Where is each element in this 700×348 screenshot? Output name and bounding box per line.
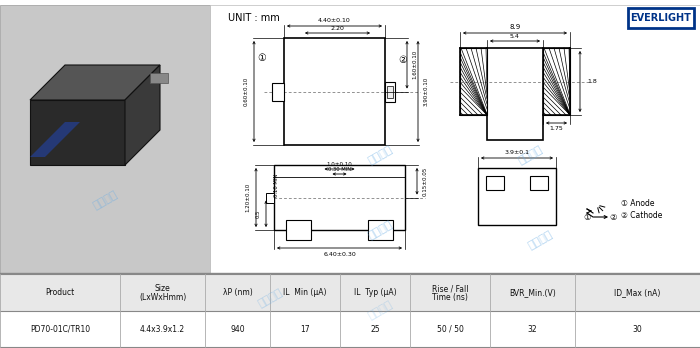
Bar xyxy=(210,5,700,273)
Bar xyxy=(150,73,168,83)
Text: BVR_Min.(V): BVR_Min.(V) xyxy=(509,288,556,297)
Text: 2.20: 2.20 xyxy=(330,26,344,31)
Text: 8.9: 8.9 xyxy=(510,24,521,30)
Text: Product: Product xyxy=(46,288,75,297)
Bar xyxy=(0,5,210,273)
Text: UNIT : mm: UNIT : mm xyxy=(228,13,280,23)
Text: ①: ① xyxy=(583,213,591,221)
Text: 0.10 MIN: 0.10 MIN xyxy=(274,173,279,197)
Bar xyxy=(0,311,700,347)
Bar xyxy=(368,220,393,240)
Text: 超毅电子: 超毅电子 xyxy=(366,144,394,166)
Text: 940: 940 xyxy=(230,324,245,333)
Text: 6.40±0.30: 6.40±0.30 xyxy=(323,252,356,257)
Text: Size: Size xyxy=(155,284,170,293)
Text: ① Anode: ① Anode xyxy=(621,198,654,207)
Text: 3.90±0.10: 3.90±0.10 xyxy=(424,77,428,106)
Text: IL  Typ (μA): IL Typ (μA) xyxy=(354,288,396,297)
Text: 1.20±0.10: 1.20±0.10 xyxy=(246,183,251,212)
Bar xyxy=(0,274,700,311)
Text: 1.0±0.10: 1.0±0.10 xyxy=(327,162,352,167)
Text: 50 / 50: 50 / 50 xyxy=(437,324,463,333)
Text: 超毅电子: 超毅电子 xyxy=(366,299,394,321)
Text: ②: ② xyxy=(398,55,407,65)
Text: 25: 25 xyxy=(370,324,380,333)
Bar xyxy=(478,168,556,225)
Text: 3.9±0.1: 3.9±0.1 xyxy=(505,150,529,155)
Text: 1.75: 1.75 xyxy=(550,126,564,131)
Text: 0.15±0.05: 0.15±0.05 xyxy=(423,167,428,196)
Bar xyxy=(543,48,570,115)
Bar xyxy=(385,81,395,102)
Bar xyxy=(272,82,284,101)
Text: 超毅电子: 超毅电子 xyxy=(516,144,544,166)
Text: EVERLIGHT: EVERLIGHT xyxy=(631,13,692,23)
Bar xyxy=(286,220,311,240)
Text: 17: 17 xyxy=(300,324,310,333)
Bar xyxy=(0,273,700,348)
Text: ② Cathode: ② Cathode xyxy=(621,211,662,220)
Text: 0.30 MIN: 0.30 MIN xyxy=(328,167,351,172)
Text: 超毅电子: 超毅电子 xyxy=(366,219,394,241)
Text: 超毅电子: 超毅电子 xyxy=(526,229,554,251)
Text: 0.60±0.10: 0.60±0.10 xyxy=(244,77,248,106)
Bar xyxy=(266,192,274,203)
Bar xyxy=(486,176,504,190)
Text: ②: ② xyxy=(609,213,617,221)
Text: (LxWxHmm): (LxWxHmm) xyxy=(139,293,186,302)
Text: 超毅电子: 超毅电子 xyxy=(91,189,119,211)
Polygon shape xyxy=(30,65,160,100)
Bar xyxy=(460,48,487,115)
Polygon shape xyxy=(30,100,125,165)
Text: 超毅电子: 超毅电子 xyxy=(256,287,284,309)
Text: 1.60±0.10: 1.60±0.10 xyxy=(412,50,417,79)
Text: IL  Min (μA): IL Min (μA) xyxy=(284,288,327,297)
Text: 0.5: 0.5 xyxy=(256,209,260,218)
Text: 5.4: 5.4 xyxy=(510,34,520,39)
Bar xyxy=(387,86,393,97)
Bar xyxy=(530,176,548,190)
Text: 4.4x3.9x1.2: 4.4x3.9x1.2 xyxy=(140,324,185,333)
Polygon shape xyxy=(125,65,160,165)
Text: 1.8: 1.8 xyxy=(587,79,596,84)
Text: ①: ① xyxy=(258,53,267,63)
Text: Time (ns): Time (ns) xyxy=(432,293,468,302)
Polygon shape xyxy=(30,122,80,157)
Text: Rise / Fall: Rise / Fall xyxy=(432,284,468,293)
Text: λP (nm): λP (nm) xyxy=(223,288,253,297)
Text: 4.40±0.10: 4.40±0.10 xyxy=(318,18,351,23)
Text: ID_Max (nA): ID_Max (nA) xyxy=(615,288,661,297)
FancyBboxPatch shape xyxy=(628,8,694,28)
Bar xyxy=(487,48,543,140)
Bar xyxy=(284,38,385,145)
Text: 30: 30 xyxy=(633,324,643,333)
Text: PD70-01C/TR10: PD70-01C/TR10 xyxy=(30,324,90,333)
Text: 32: 32 xyxy=(528,324,538,333)
Bar xyxy=(274,165,405,230)
